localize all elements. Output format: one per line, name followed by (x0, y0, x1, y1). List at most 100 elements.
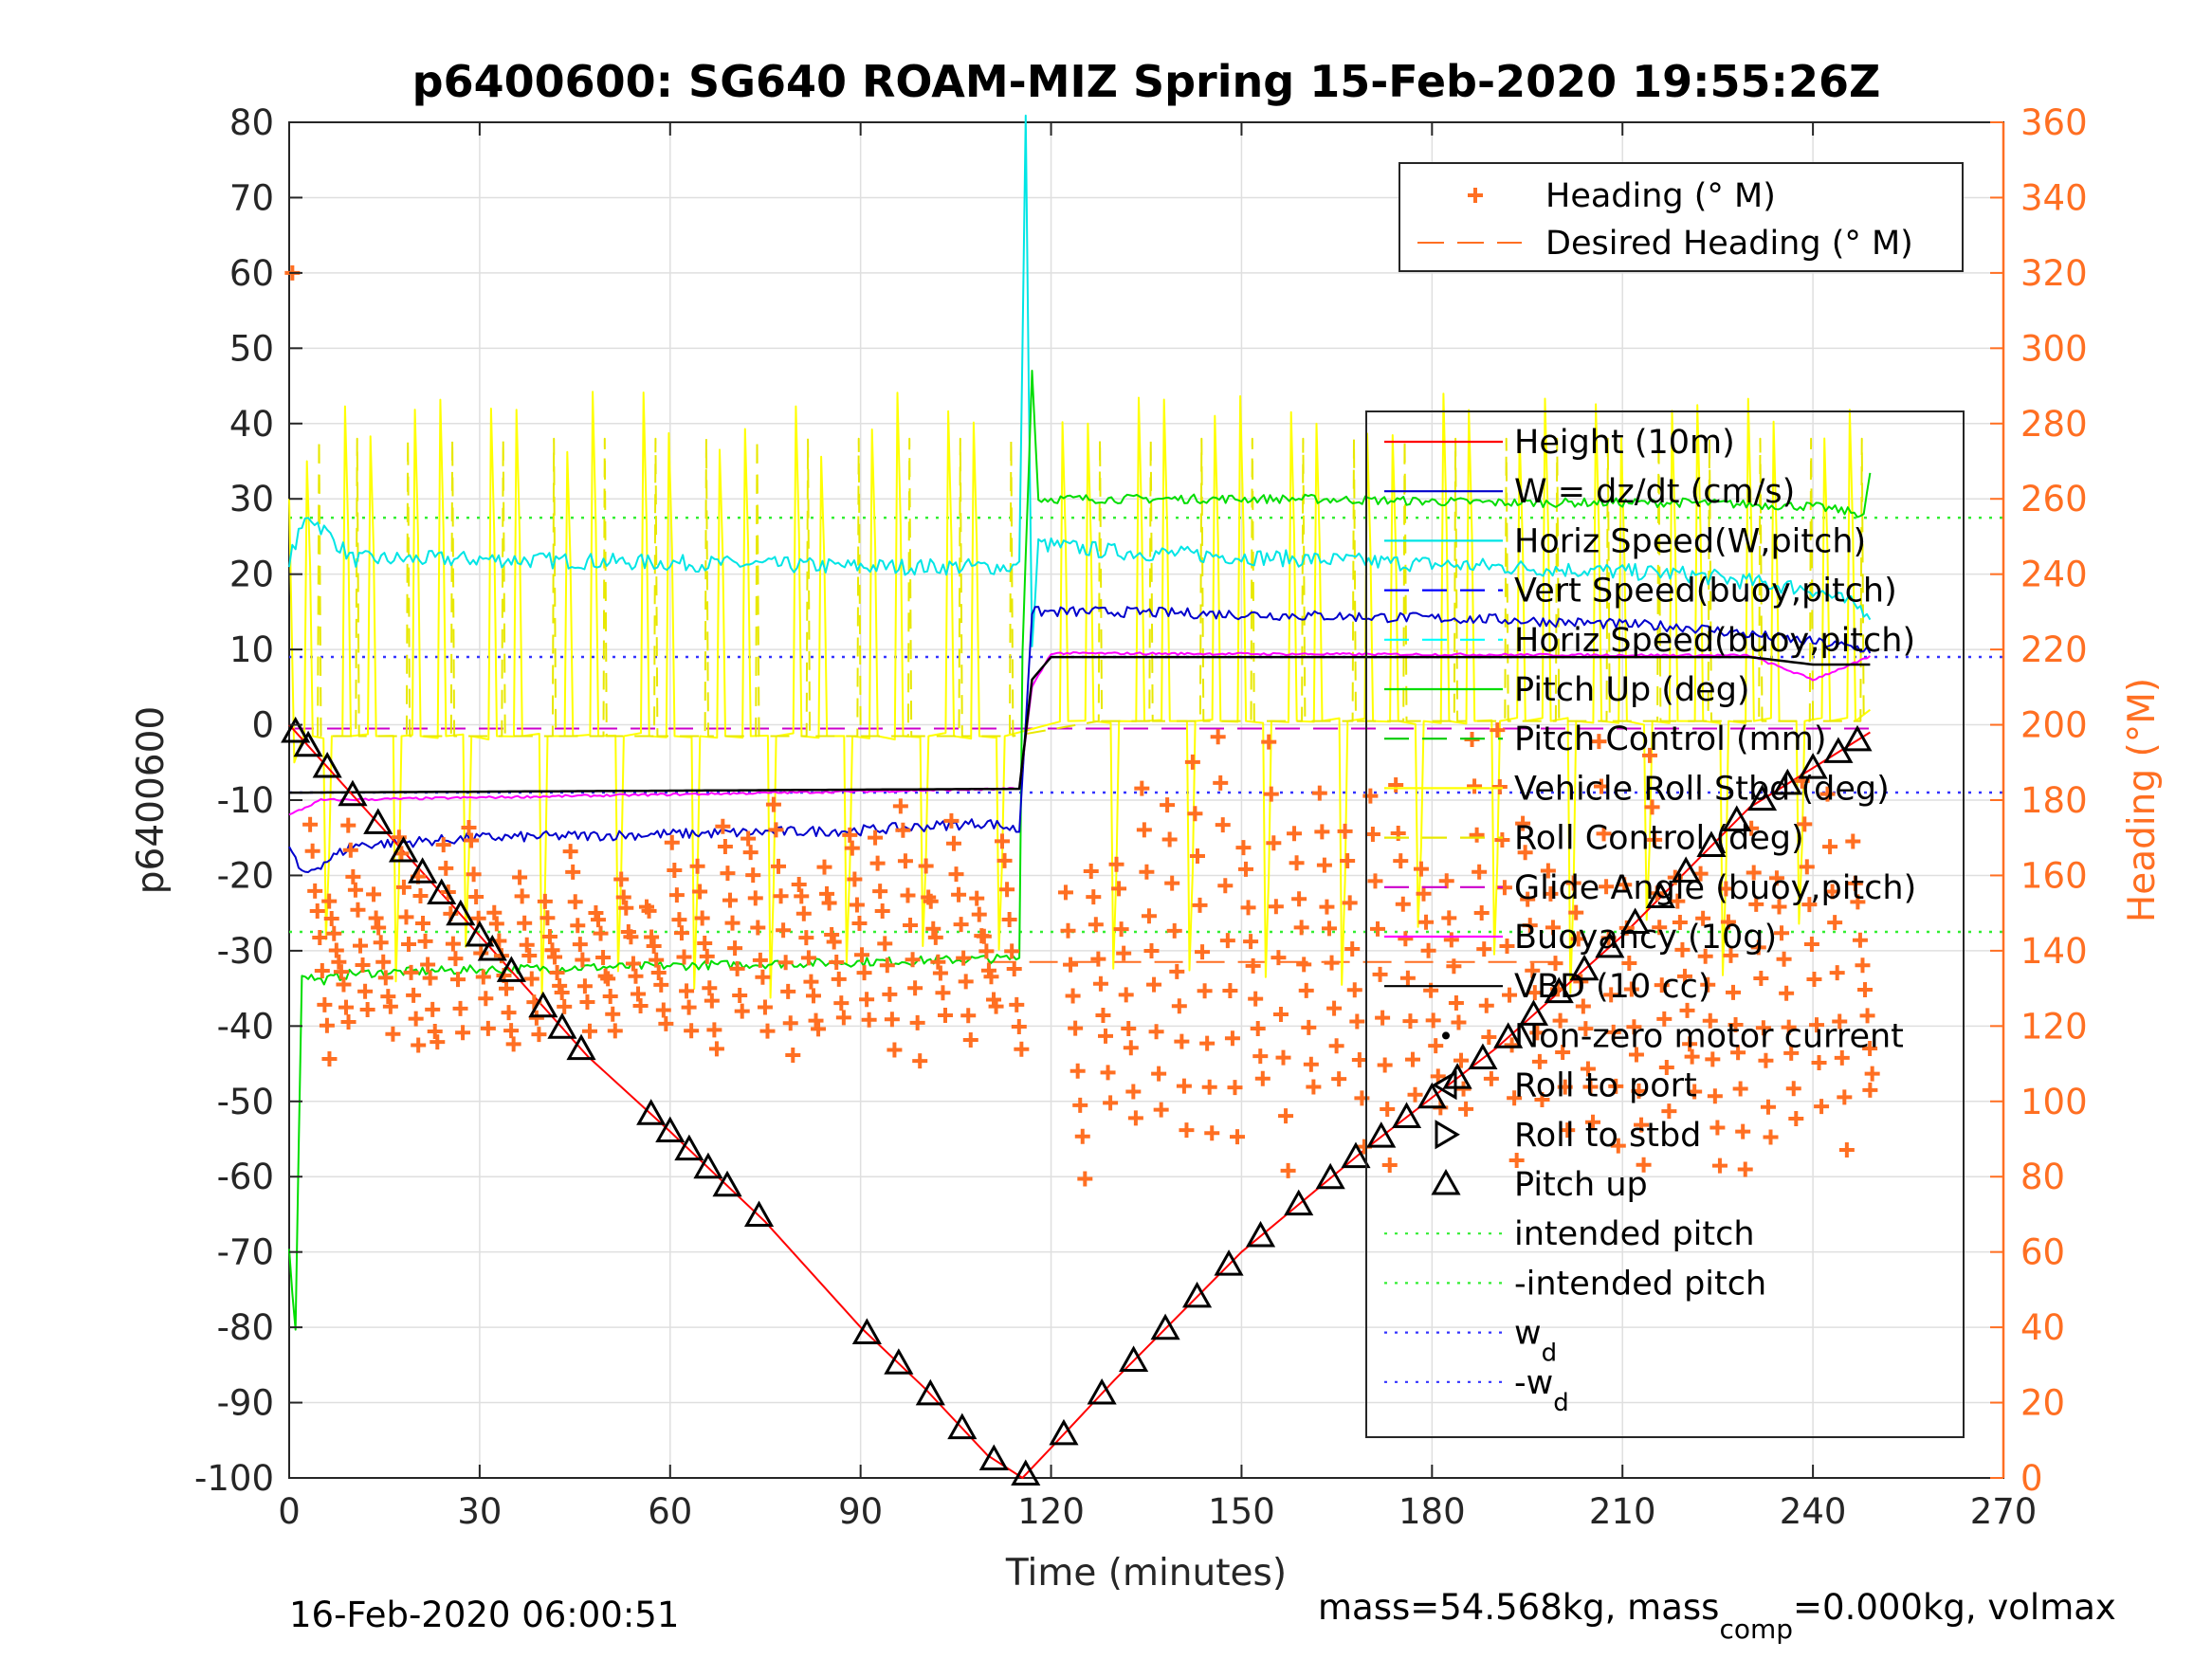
heading-marker (1837, 1089, 1853, 1105)
heading-marker (452, 1000, 468, 1016)
heading-marker (1248, 991, 1264, 1007)
pitch-up-marker (978, 1444, 1009, 1470)
heading-marker (557, 998, 573, 1014)
heading-marker (309, 902, 325, 919)
heading-marker (517, 915, 533, 931)
heading-marker (1425, 1012, 1441, 1029)
heading-marker (847, 871, 863, 887)
roll-control-line (317, 437, 1865, 738)
pitch-up-marker (1696, 830, 1727, 857)
heading-marker (1074, 1128, 1090, 1144)
heading-marker (1508, 1152, 1525, 1168)
heading-marker (1862, 1082, 1878, 1098)
heading-marker (697, 936, 713, 952)
heading-marker (547, 949, 563, 965)
x-tick-label: 240 (1780, 1491, 1847, 1532)
heading-marker (1570, 931, 1586, 947)
heading-marker (1679, 1002, 1695, 1018)
heading-marker (1847, 875, 1863, 891)
mass-text-2: =0.000kg, volmax (1793, 1587, 2116, 1628)
heading-marker (937, 1008, 953, 1024)
heading-marker (646, 939, 662, 955)
heading-marker (1176, 1078, 1192, 1094)
heading-marker (1723, 947, 1739, 963)
heading-marker (1108, 856, 1124, 872)
footer-date: 16-Feb-2020 06:00:51 (289, 1595, 679, 1635)
heading-marker (750, 920, 766, 936)
pitch-up-marker (947, 1413, 978, 1440)
heading-marker (1517, 845, 1533, 861)
heading-marker (805, 988, 821, 1004)
pitch-up-marker (1645, 882, 1675, 908)
heading-marker (1068, 1020, 1084, 1036)
heading-marker (903, 918, 919, 934)
heading-marker (943, 812, 960, 829)
heading-marker (740, 830, 757, 847)
x-axis-label: Time (minutes) (1005, 1552, 1287, 1595)
heading-marker (1098, 1028, 1114, 1044)
heading-marker (1303, 1056, 1319, 1072)
y2-tick-label: 20 (2020, 1383, 2065, 1424)
y-tick-label: -80 (217, 1307, 274, 1348)
pitch-up-marker (1746, 784, 1778, 811)
heading-marker (401, 936, 417, 952)
heading-marker (521, 947, 538, 963)
heading-marker (757, 999, 773, 1015)
heading-marker (681, 999, 697, 1015)
pitch-up-marker (528, 991, 558, 1018)
heading-marker (1388, 776, 1404, 793)
heading-marker (366, 886, 382, 902)
heading-marker (900, 887, 916, 903)
pitch-up-marker (1150, 1313, 1180, 1340)
heading-marker (1349, 1013, 1365, 1030)
heading-marker (1545, 920, 1561, 936)
heading-marker (1797, 816, 1813, 832)
pitch-up-marker (408, 857, 438, 884)
heading-marker (773, 888, 789, 904)
heading-marker (1540, 863, 1556, 879)
heading-markers (284, 264, 1880, 1187)
heading-marker (1560, 1122, 1576, 1139)
heading-marker (1654, 977, 1670, 994)
heading-marker (312, 930, 328, 946)
heading-marker (1781, 1019, 1797, 1035)
heading-marker (732, 987, 748, 1003)
heading-marker (1219, 933, 1235, 949)
heading-marker (350, 902, 366, 918)
heading-marker (1580, 1061, 1596, 1077)
heading-marker (958, 974, 974, 990)
heading-marker (969, 890, 985, 906)
legend-main-label: -intended pitch (1514, 1265, 1766, 1303)
legend-main-label: Horiz Speed(W,pitch) (1514, 522, 1866, 560)
pitch-up-marker (1049, 1418, 1079, 1446)
heading-marker (829, 955, 845, 970)
heading-marker (600, 971, 616, 987)
heading-marker (1184, 754, 1200, 770)
y-tick-label: 20 (229, 555, 274, 595)
legend-main-label: Pitch Up (deg) (1514, 671, 1750, 709)
heading-marker (1811, 1055, 1827, 1071)
heading-marker (759, 1023, 776, 1039)
heading-marker (948, 866, 964, 883)
pitch-up-marker (884, 1348, 914, 1375)
y2-tick-label: 260 (2020, 479, 2088, 520)
heading-marker (1395, 896, 1411, 912)
heading-marker (1372, 966, 1388, 982)
heading-marker (486, 904, 503, 921)
heading-marker (1552, 1012, 1568, 1029)
heading-marker (333, 964, 349, 980)
heading-marker (1676, 968, 1692, 984)
heading-marker (650, 964, 667, 980)
heading-marker (1832, 1013, 1848, 1030)
heading-marker (1534, 1092, 1550, 1107)
y2-tick-label: 300 (2020, 328, 2088, 369)
heading-marker (1121, 1020, 1137, 1036)
heading-marker (765, 796, 781, 812)
heading-marker (1737, 1161, 1753, 1177)
heading-marker (988, 998, 1004, 1014)
heading-marker (976, 928, 992, 944)
heading-marker (331, 954, 347, 970)
heading-marker (776, 922, 792, 939)
heading-marker (1123, 1040, 1139, 1056)
heading-marker (340, 1013, 356, 1030)
